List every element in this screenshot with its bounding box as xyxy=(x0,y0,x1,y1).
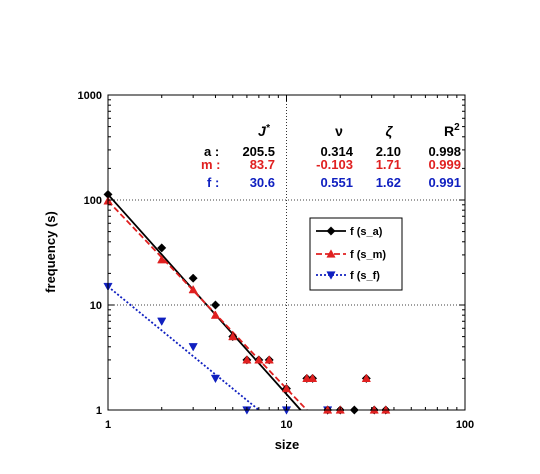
table-header-nu: ν xyxy=(335,123,343,139)
y-tick-label: 10 xyxy=(90,300,102,312)
legend-marker-2 xyxy=(326,271,336,280)
table-header-j: J* xyxy=(258,123,271,139)
data-point-1 xyxy=(307,373,318,383)
axis-ticks: 1 10 100 1 10 100 1000 xyxy=(78,90,475,431)
table-row-a-key: a : xyxy=(204,144,219,159)
data-point-1 xyxy=(228,331,238,341)
table-row-a-nu: 0.314 xyxy=(320,144,353,159)
data-point-1 xyxy=(264,355,274,364)
table-row-m-nu: -0.103 xyxy=(316,157,353,172)
data-point-2 xyxy=(188,343,198,352)
table-row-a-zeta: 2.10 xyxy=(376,144,401,159)
grid xyxy=(108,95,465,410)
table-row-f-r2: 0.991 xyxy=(428,175,461,190)
fit-lines xyxy=(107,193,308,411)
data-point-1 xyxy=(361,373,371,383)
y-axis-label: frequency (s) xyxy=(43,211,58,293)
data-point-1 xyxy=(281,383,292,393)
x-tick-label: 100 xyxy=(456,419,474,431)
table-header-r2: R2 xyxy=(444,122,460,139)
legend-label-1: f (s_m) xyxy=(350,249,386,261)
data-point-1 xyxy=(254,355,264,364)
table-row-f-zeta: 1.62 xyxy=(376,175,401,190)
table-row-f-key: f : xyxy=(207,175,219,190)
data-point-1 xyxy=(302,373,312,383)
y-tick-label: 1000 xyxy=(78,90,102,102)
data-point-2 xyxy=(210,374,221,384)
data-point-1 xyxy=(210,310,221,319)
legend-label-0: f (s_a) xyxy=(350,226,383,238)
table-row-m-zeta: 1.71 xyxy=(376,157,401,172)
table-row-a-r2: 0.998 xyxy=(428,144,461,159)
table-row-f-j: 30.6 xyxy=(250,175,275,190)
data-point-1 xyxy=(157,254,167,264)
data-point-1 xyxy=(242,355,252,364)
table-row-m-j: 83.7 xyxy=(250,157,275,172)
legend-marker-0 xyxy=(326,226,336,236)
fit-line-2 xyxy=(107,285,260,411)
fit-line-1 xyxy=(107,200,308,411)
legend-label-2: f (s_f) xyxy=(350,270,380,282)
table-row-f-nu: 0.551 xyxy=(320,175,353,190)
y-tick-label: 100 xyxy=(84,195,102,207)
table-header-zeta: ζ xyxy=(386,123,394,139)
x-tick-label: 1 xyxy=(105,419,111,431)
y-tick-label: 1 xyxy=(96,405,102,417)
table-row-a-j: 205.5 xyxy=(242,144,275,159)
legend-symbols xyxy=(316,226,346,280)
data-point-2 xyxy=(157,317,167,326)
data-point-0 xyxy=(157,243,167,253)
table-row-m-r2: 0.999 xyxy=(428,157,461,172)
data-point-0 xyxy=(188,273,198,283)
legend: f (s_a) f (s_m) f (s_f) xyxy=(309,217,403,291)
table-row-m-key: m : xyxy=(201,157,221,172)
data-point-1 xyxy=(188,284,198,294)
legend-marker-1 xyxy=(326,249,336,258)
parameter-table: J* ν ζ R2 a : 205.5 0.314 2.10 0.998 m :… xyxy=(201,122,461,190)
x-axis-label: size xyxy=(275,437,300,452)
x-tick-label: 10 xyxy=(280,419,292,431)
data-point-0 xyxy=(210,300,221,310)
